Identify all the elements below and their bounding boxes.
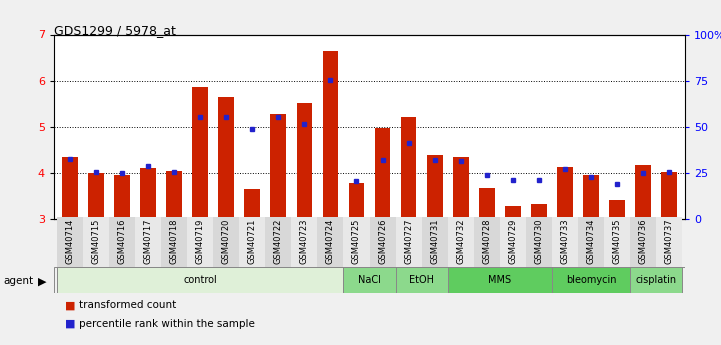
Bar [375, 128, 390, 219]
Bar [369, 217, 396, 267]
Text: GSM40725: GSM40725 [352, 218, 361, 264]
Text: GSM40732: GSM40732 [456, 218, 465, 264]
Text: ■: ■ [65, 319, 76, 329]
Text: ▶: ▶ [37, 276, 46, 286]
Bar [552, 217, 578, 267]
Text: GSM40715: GSM40715 [92, 218, 100, 264]
Bar [630, 267, 682, 293]
Bar [474, 217, 500, 267]
Bar [453, 157, 469, 219]
Bar [661, 172, 677, 219]
Bar [57, 267, 343, 293]
Bar [401, 117, 417, 219]
Bar [114, 175, 130, 219]
Bar [531, 204, 547, 219]
Text: agent: agent [4, 276, 34, 286]
Bar [83, 217, 109, 267]
Bar [296, 103, 312, 219]
Text: GSM40721: GSM40721 [248, 218, 257, 264]
Text: GSM40735: GSM40735 [613, 218, 622, 264]
Bar [291, 217, 317, 267]
Bar [322, 51, 338, 219]
Text: GSM40729: GSM40729 [508, 218, 518, 264]
Bar [161, 217, 187, 267]
Text: GSM40724: GSM40724 [326, 218, 335, 264]
Text: GSM40736: GSM40736 [639, 218, 647, 264]
Bar [140, 168, 156, 219]
Text: GSM40730: GSM40730 [534, 218, 544, 264]
Bar [656, 217, 682, 267]
Bar [109, 217, 135, 267]
Text: ■: ■ [65, 300, 76, 310]
Bar [635, 165, 651, 219]
Text: GSM40728: GSM40728 [482, 218, 491, 264]
Text: GSM40714: GSM40714 [65, 218, 74, 264]
Bar [135, 217, 161, 267]
Bar [552, 267, 630, 293]
Bar [427, 155, 443, 219]
Text: GSM40726: GSM40726 [378, 218, 387, 264]
Bar [422, 217, 448, 267]
Bar [349, 183, 364, 219]
Bar [557, 167, 573, 219]
Bar [448, 217, 474, 267]
Text: GSM40734: GSM40734 [587, 218, 596, 264]
Text: GSM40737: GSM40737 [665, 218, 674, 264]
Bar [166, 171, 182, 219]
Text: GSM40727: GSM40727 [404, 218, 413, 264]
Bar [239, 217, 265, 267]
Bar [317, 217, 343, 267]
Bar [630, 217, 656, 267]
Bar [270, 114, 286, 219]
Text: GSM40716: GSM40716 [118, 218, 126, 264]
Text: GSM40723: GSM40723 [300, 218, 309, 264]
Bar [479, 188, 495, 219]
Bar [583, 175, 599, 219]
Bar [526, 217, 552, 267]
Bar [213, 217, 239, 267]
Text: NaCl: NaCl [358, 275, 381, 285]
Bar [448, 267, 552, 293]
Bar [505, 206, 521, 219]
Text: bleomycin: bleomycin [566, 275, 616, 285]
Bar [265, 217, 291, 267]
Bar [609, 200, 625, 219]
Text: GSM40722: GSM40722 [274, 218, 283, 264]
Bar [343, 267, 396, 293]
Bar [343, 217, 369, 267]
Text: cisplatin: cisplatin [636, 275, 677, 285]
Bar [500, 217, 526, 267]
Bar [396, 217, 422, 267]
Text: GSM40731: GSM40731 [430, 218, 439, 264]
Text: control: control [183, 275, 217, 285]
Bar [604, 217, 630, 267]
Bar [57, 217, 83, 267]
Text: GSM40717: GSM40717 [143, 218, 152, 264]
Text: GSM40720: GSM40720 [221, 218, 231, 264]
Bar [88, 173, 104, 219]
Bar [578, 217, 604, 267]
Text: GSM40718: GSM40718 [169, 218, 179, 264]
Bar [218, 97, 234, 219]
Bar [62, 157, 78, 219]
Text: GDS1299 / 5978_at: GDS1299 / 5978_at [54, 24, 176, 37]
Text: GSM40733: GSM40733 [560, 218, 570, 264]
Text: transformed count: transformed count [79, 300, 177, 310]
Bar [244, 189, 260, 219]
Bar [187, 217, 213, 267]
Text: GSM40719: GSM40719 [195, 218, 205, 264]
Text: percentile rank within the sample: percentile rank within the sample [79, 319, 255, 329]
Text: EtOH: EtOH [409, 275, 434, 285]
Bar [396, 267, 448, 293]
Text: MMS: MMS [488, 275, 511, 285]
Bar [193, 87, 208, 219]
